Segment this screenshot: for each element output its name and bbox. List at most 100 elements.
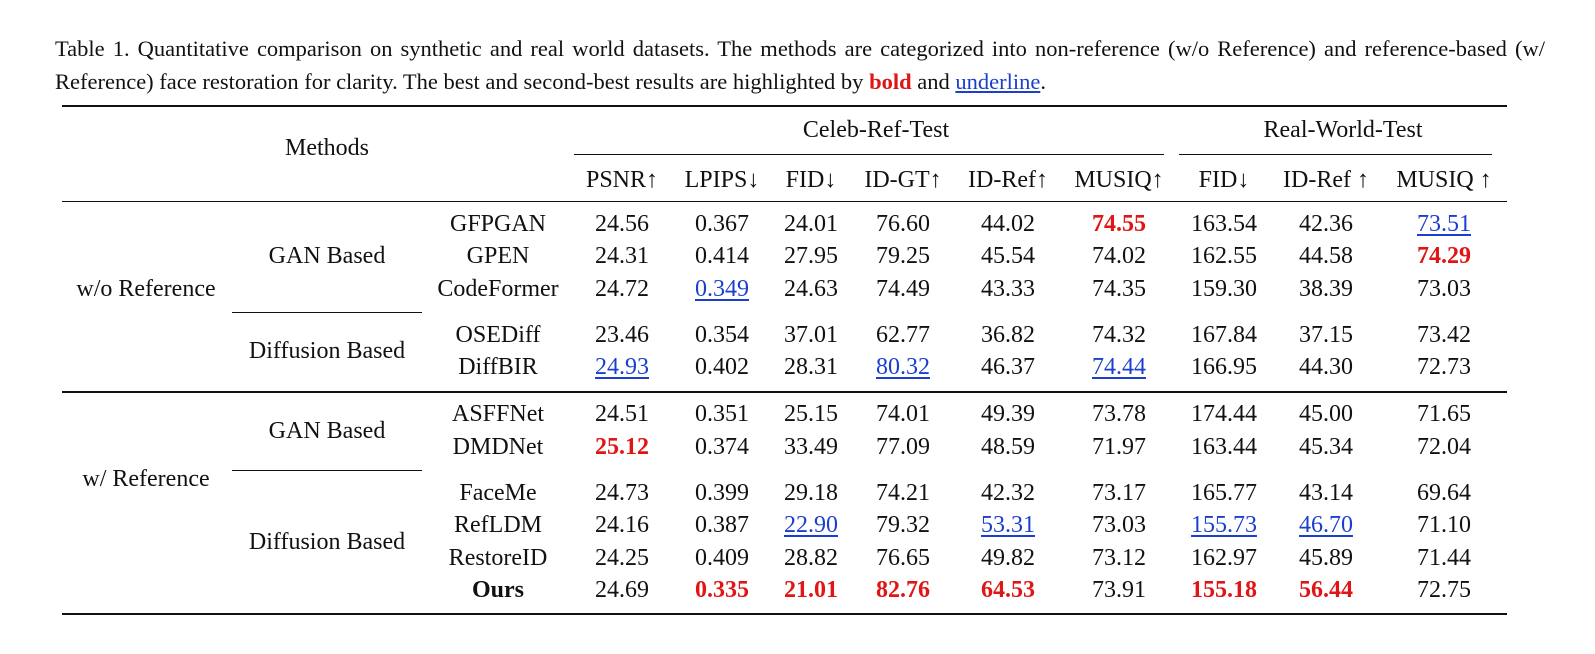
method-name: RestoreID — [448, 545, 548, 571]
table-cell: 24.51 — [595, 401, 649, 427]
table-cell: 0.414 — [695, 243, 749, 269]
table-cell: 159.30 — [1191, 276, 1257, 302]
table-cell: 167.84 — [1191, 322, 1257, 348]
table-cell: 42.32 — [981, 480, 1035, 506]
table-cell: 166.95 — [1191, 354, 1257, 380]
table-cell: 24.72 — [595, 276, 649, 302]
table-cell: 71.10 — [1417, 512, 1471, 538]
table-cell: 73.03 — [1092, 512, 1146, 538]
method-name: DMDNet — [452, 434, 544, 460]
table-cell: 44.02 — [981, 211, 1035, 237]
subgroup-label-w-diffusion: Diffusion Based — [248, 529, 406, 555]
table-cell: 24.73 — [595, 480, 649, 506]
table-cell: 0.349 — [695, 276, 749, 302]
table-cell: 79.25 — [876, 243, 930, 269]
table-cell: 74.55 — [1092, 211, 1146, 237]
bottom-rule — [62, 613, 1507, 615]
table-cell: 23.46 — [595, 322, 649, 348]
method-name: GFPGAN — [449, 211, 547, 237]
table-cell: 64.53 — [981, 577, 1035, 603]
table-cell: 45.00 — [1299, 401, 1353, 427]
table-cell: 22.90 — [784, 512, 838, 538]
table-cell: 21.01 — [784, 577, 838, 603]
table-cell: 25.15 — [784, 401, 838, 427]
method-name: GPEN — [466, 243, 530, 269]
table-cell: 45.89 — [1299, 545, 1353, 571]
header-group-celeb-ref-test: Celeb-Ref-Test — [802, 117, 950, 143]
table-cell: 0.402 — [695, 354, 749, 380]
column-header: FID↓ — [1198, 167, 1250, 193]
table-cell: 71.97 — [1092, 434, 1146, 460]
table-cell: 74.02 — [1092, 243, 1146, 269]
method-name: FaceMe — [459, 480, 537, 506]
group-label-w-reference: w/ Reference — [82, 466, 210, 492]
column-header: LPIPS↓ — [684, 167, 760, 193]
table-cell: 72.75 — [1417, 577, 1471, 603]
table-cell: 73.03 — [1417, 276, 1471, 302]
method-name: CodeFormer — [437, 276, 559, 302]
table-cell: 79.32 — [876, 512, 930, 538]
method-name: RefLDM — [454, 512, 542, 538]
table-cell: 74.01 — [876, 401, 930, 427]
subgroup-label-wo-diffusion: Diffusion Based — [248, 338, 406, 364]
table-cell: 24.56 — [595, 211, 649, 237]
table-cell: 163.54 — [1191, 211, 1257, 237]
table-cell: 42.36 — [1299, 211, 1353, 237]
table-cell: 69.64 — [1417, 480, 1471, 506]
table-cell: 82.76 — [876, 577, 930, 603]
table-cell: 46.70 — [1299, 512, 1353, 538]
table-cell: 155.18 — [1191, 577, 1257, 603]
group-label-wo-reference: w/o Reference — [76, 276, 216, 302]
table-cell: 25.12 — [595, 434, 649, 460]
table-cell: 44.58 — [1299, 243, 1353, 269]
subgroup-label-w-gan: GAN Based — [268, 418, 386, 444]
table-cell: 74.29 — [1417, 243, 1471, 269]
table-cell: 71.65 — [1417, 401, 1471, 427]
celeb-group-rule — [574, 154, 1164, 155]
caption-prefix: Table 1. Quantitative comparison on synt… — [55, 36, 1545, 94]
table-cell: 74.21 — [876, 480, 930, 506]
header-methods: Methods — [285, 135, 369, 161]
table-cell: 74.35 — [1092, 276, 1146, 302]
column-header: ID-Ref↑ — [968, 167, 1048, 193]
table-cell: 0.409 — [695, 545, 749, 571]
table-cell: 73.78 — [1092, 401, 1146, 427]
table-cell: 162.55 — [1191, 243, 1257, 269]
table-cell: 77.09 — [876, 434, 930, 460]
header-bottom-rule — [62, 201, 1507, 202]
table-cell: 155.73 — [1191, 512, 1257, 538]
table-cell: 73.12 — [1092, 545, 1146, 571]
table-cell: 37.01 — [784, 322, 838, 348]
table-cell: 0.399 — [695, 480, 749, 506]
table-cell: 27.95 — [784, 243, 838, 269]
caption-suffix: . — [1040, 69, 1046, 94]
column-header: ID-Ref ↑ — [1283, 167, 1369, 193]
w-ref-subgroup-rule — [232, 470, 422, 471]
table-cell: 36.82 — [981, 322, 1035, 348]
table-cell: 33.49 — [784, 434, 838, 460]
table-cell: 56.44 — [1299, 577, 1353, 603]
wo-ref-subgroup-rule — [232, 312, 422, 313]
table-cell: 0.354 — [695, 322, 749, 348]
column-header: MUSIQ ↑ — [1396, 167, 1492, 193]
table-cell: 163.44 — [1191, 434, 1257, 460]
caption-underline-word: underline — [955, 69, 1041, 94]
table-cell: 24.63 — [784, 276, 838, 302]
table-cell: 76.65 — [876, 545, 930, 571]
table-cell: 73.17 — [1092, 480, 1146, 506]
table-cell: 49.82 — [981, 545, 1035, 571]
group-separator-rule — [62, 391, 1507, 393]
table-cell: 28.82 — [784, 545, 838, 571]
table-cell: 0.351 — [695, 401, 749, 427]
method-name: Ours — [471, 577, 525, 603]
table-cell: 24.69 — [595, 577, 649, 603]
table-cell: 38.39 — [1299, 276, 1353, 302]
table-cell: 74.49 — [876, 276, 930, 302]
header-group-real-world-test: Real-World-Test — [1263, 117, 1423, 143]
caption-middle: and — [911, 69, 956, 94]
table-caption: Table 1. Quantitative comparison on synt… — [55, 32, 1545, 98]
table-cell: 165.77 — [1191, 480, 1257, 506]
table-cell: 72.73 — [1417, 354, 1471, 380]
table-cell: 0.387 — [695, 512, 749, 538]
table-cell: 0.335 — [695, 577, 749, 603]
